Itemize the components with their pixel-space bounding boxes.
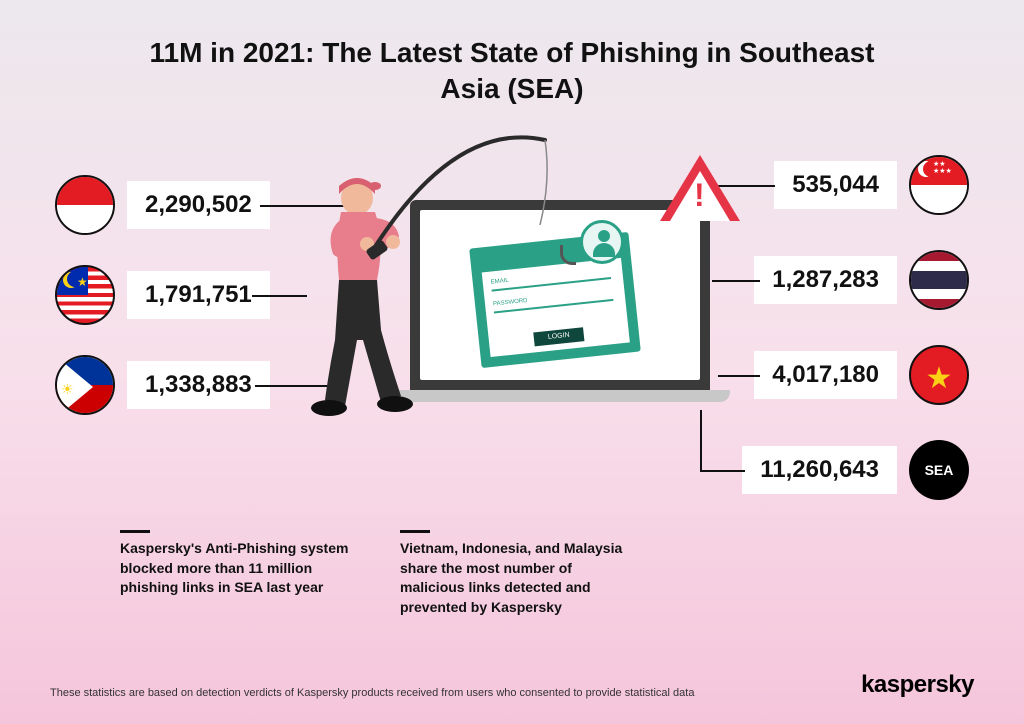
stat-value: 1,287,283 — [754, 256, 897, 304]
flag-indonesia-icon — [55, 175, 115, 235]
callout-right: Vietnam, Indonesia, and Malaysia share t… — [400, 530, 640, 617]
flag-singapore-icon: ★★★★★ — [909, 155, 969, 215]
kaspersky-logo: kaspersky — [861, 671, 974, 699]
connector-line — [700, 470, 745, 472]
stat-thailand: 1,287,283 — [754, 250, 969, 310]
stat-sea-total: SEA 11,260,643 — [742, 440, 969, 500]
connector-line — [718, 375, 760, 377]
stat-singapore: ★★★★★ 535,044 — [774, 155, 969, 215]
stat-value: 535,044 — [774, 161, 897, 209]
flag-philippines-icon: ☀ — [55, 355, 115, 415]
callout-left: Kaspersky's Anti-Phishing system blocked… — [120, 530, 360, 598]
avatar-icon — [580, 220, 624, 264]
stat-value: 11,260,643 — [742, 446, 897, 494]
stat-philippines: ☀ 1,338,883 — [55, 355, 270, 415]
fishing-rod-icon — [365, 130, 565, 330]
stat-vietnam: ★ 4,017,180 — [754, 345, 969, 405]
stat-indonesia: 2,290,502 — [55, 175, 270, 235]
stat-value: 2,290,502 — [127, 181, 270, 229]
stat-value: 4,017,180 — [754, 351, 897, 399]
stat-value: 1,338,883 — [127, 361, 270, 409]
stat-value: 1,791,751 — [127, 271, 270, 319]
stat-malaysia: ★ 1,791,751 — [55, 265, 270, 325]
flag-vietnam-icon: ★ — [909, 345, 969, 405]
warning-triangle-icon: ! — [660, 155, 740, 221]
page-title: 11M in 2021: The Latest State of Phishin… — [0, 0, 1024, 108]
flag-thailand-icon — [909, 250, 969, 310]
sea-badge-icon: SEA — [909, 440, 969, 500]
footnote: These statistics are based on detection … — [50, 687, 694, 699]
flag-malaysia-icon: ★ — [55, 265, 115, 325]
